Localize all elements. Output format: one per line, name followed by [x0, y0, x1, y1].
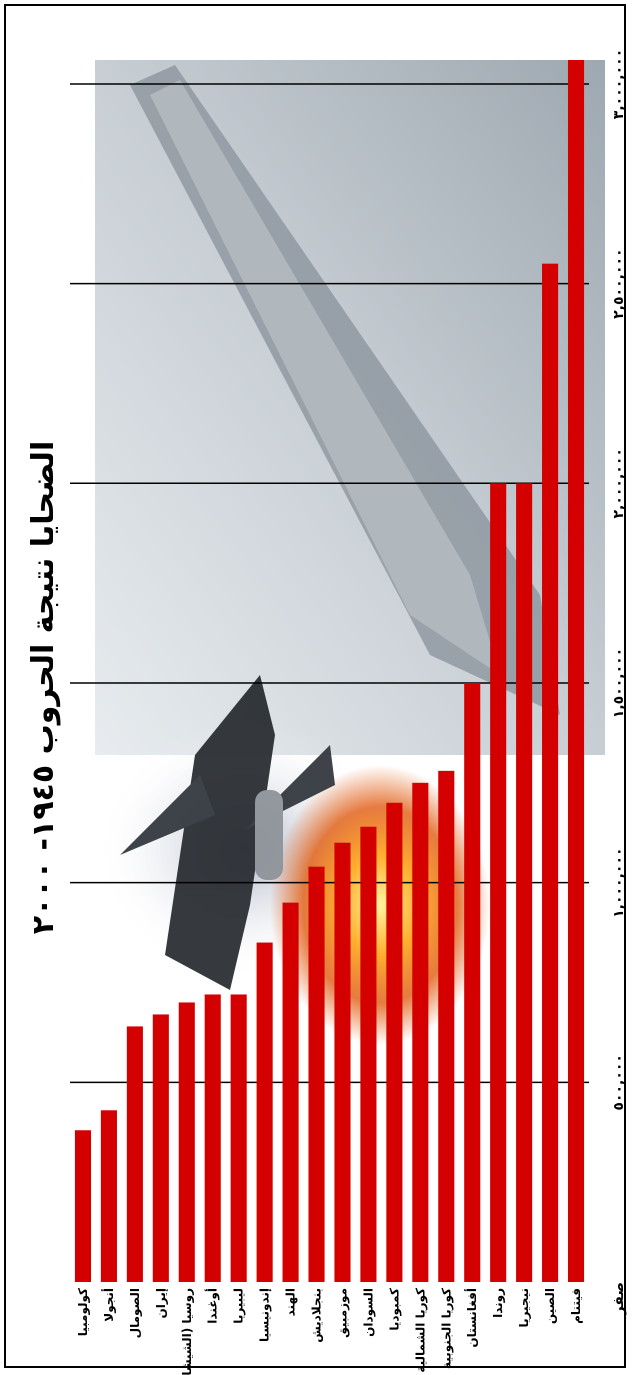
background-photo — [95, 60, 605, 1045]
category-label-4: روسيا (الشيشان) — [180, 1288, 195, 1375]
category-label-6: ليبيريا — [232, 1288, 246, 1324]
category-label-1: أنجولا — [101, 1288, 117, 1322]
bar-18 — [542, 263, 559, 1282]
bar-2 — [126, 1026, 143, 1282]
bar-12 — [386, 802, 403, 1282]
bar-3 — [152, 1014, 169, 1282]
category-labels: كولومبيا أنجولا الصومال إيران روسيا (الشيشان… — [76, 1288, 584, 1375]
bar-19 — [567, 60, 585, 1282]
category-label-11: السودان — [361, 1288, 376, 1337]
bar-4 — [178, 1002, 195, 1282]
bar-14 — [438, 770, 455, 1282]
category-label-12: كمبوديا — [387, 1288, 402, 1331]
bar-6 — [230, 994, 247, 1282]
tick-label-5: ٢,٥٠٠,٠٠٠ — [611, 248, 627, 318]
bar-17 — [516, 483, 533, 1282]
category-label-3: إيران — [154, 1288, 168, 1318]
category-label-10: موزمبيق — [335, 1288, 350, 1338]
bar-10 — [334, 842, 351, 1282]
category-label-15: أفغانستان — [464, 1288, 479, 1348]
category-label-17: نيجيريا — [517, 1288, 531, 1327]
tick-labels: صفر ٥٠٠,٠٠٠ ١,٠٠٠,٠٠٠ ١,٥٠٠,٠٠٠ ٢,٠٠٠,٠٠٠ ٢,٥… — [611, 49, 627, 1316]
bar-16 — [490, 483, 507, 1282]
bars — [74, 60, 585, 1282]
bar-1 — [100, 1110, 117, 1282]
bar-0 — [74, 1130, 92, 1282]
category-label-19: فيتنام — [569, 1288, 584, 1324]
tick-label-4: ٢,٠٠٠,٠٠٠ — [611, 448, 627, 518]
category-label-0: كولومبيا — [76, 1288, 91, 1336]
category-label-8: الهند — [284, 1288, 298, 1316]
bar-11 — [360, 826, 377, 1282]
category-label-5: أوغندا — [205, 1288, 221, 1324]
category-label-9: بنجلاديش — [310, 1288, 324, 1343]
bar-15 — [464, 682, 481, 1282]
jet-shape — [120, 675, 335, 990]
category-label-14: كوريا الجنوبية — [439, 1288, 454, 1369]
tick-label-0: صفر — [611, 1282, 627, 1315]
tick-label-6: ٣,٠٠٠,٠٠٠ — [611, 49, 627, 119]
category-label-18: الصين — [543, 1288, 557, 1324]
bar-7 — [256, 942, 273, 1282]
category-label-2: الصومال — [128, 1288, 143, 1338]
tick-label-1: ٥٠٠,٠٠٠ — [611, 1054, 627, 1111]
tick-label-2: ١,٠٠٠,٠٠٠ — [611, 847, 627, 917]
category-label-7: إندونيسيا — [258, 1288, 273, 1342]
bar-5 — [204, 994, 221, 1282]
category-label-16: روندا — [491, 1288, 506, 1318]
bar-13 — [412, 782, 429, 1282]
bar-9 — [308, 866, 325, 1282]
explosion-shape — [270, 765, 490, 1045]
category-label-13: كوريا الشمالية — [413, 1288, 428, 1373]
tick-label-3: ١,٥٠٠,٠٠٠ — [611, 648, 627, 718]
bar-8 — [282, 902, 299, 1282]
